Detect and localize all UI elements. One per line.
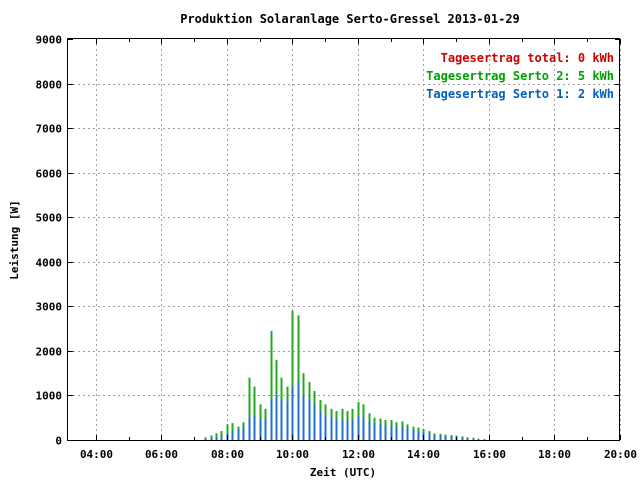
x-axis-ticks: 04:00 06:00 08:00 10:00 12:00 14:00 16:00 18:00… [80, 39, 637, 461]
y-tick-label: 0 [55, 435, 62, 448]
bars [204, 310, 486, 440]
x-tick-label: 14:00 [407, 448, 440, 461]
legend-entry: Tagesertrag Serto 1: 2 kWh [426, 87, 614, 101]
legend: Tagesertrag total: 0 kWh Tagesertrag Sert… [426, 51, 614, 101]
grid [68, 39, 621, 440]
legend-entry: Tagesertrag Serto 2: 5 kWh [426, 69, 614, 83]
y-tick-label: 7000 [36, 123, 63, 136]
x-tick-label: 04:00 [80, 448, 113, 461]
x-tick-label: 12:00 [342, 448, 375, 461]
x-axis-label: Zeit (UTC) [310, 466, 376, 479]
y-axis-label: Leistung [W] [8, 200, 21, 279]
y-tick-label: 5000 [36, 212, 63, 225]
y-tick-label: 9000 [36, 34, 63, 47]
plot-frame [67, 38, 620, 441]
x-tick-label: 20:00 [604, 448, 637, 461]
x-tick-label: 18:00 [538, 448, 571, 461]
x-tick-label: 16:00 [473, 448, 506, 461]
y-tick-label: 3000 [36, 301, 63, 314]
y-tick-label: 6000 [36, 168, 63, 181]
y-tick-label: 1000 [36, 390, 63, 403]
chart-title: Produktion Solaranlage Serto-Gressel 201… [180, 12, 520, 26]
y-tick-label: 8000 [36, 79, 63, 92]
x-tick-label: 06:00 [145, 448, 178, 461]
x-tick-label: 10:00 [276, 448, 309, 461]
y-tick-label: 4000 [36, 257, 63, 270]
x-tick-label: 08:00 [211, 448, 244, 461]
y-axis-ticks: 0 1000 2000 3000 4000 5000 6000 7000 8000 9000 [36, 34, 620, 448]
y-tick-label: 2000 [36, 346, 63, 359]
legend-entry: Tagesertrag total: 0 kWh [441, 51, 614, 65]
